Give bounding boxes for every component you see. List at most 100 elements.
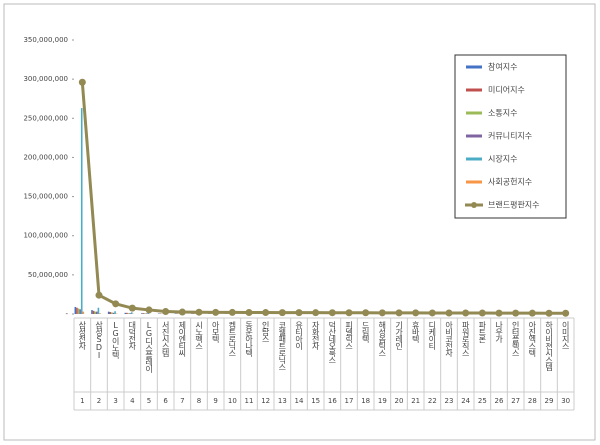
- category-label: 동운아나텍: [244, 321, 253, 358]
- bar: [141, 313, 143, 314]
- point: [478, 309, 486, 317]
- y-tick-label: -: [65, 310, 68, 318]
- category-label: 인탑스: [261, 320, 270, 342]
- rank-label: 3: [113, 397, 117, 405]
- category-label: 드림텍: [361, 321, 370, 344]
- point: [445, 309, 453, 317]
- legend-label: 사회공헌지수: [488, 178, 532, 187]
- category-label: 이미지스: [561, 320, 570, 349]
- rank-label: 23: [445, 397, 454, 405]
- category-label: 휴바텍: [411, 321, 420, 344]
- category-label: 인터플렉스: [511, 320, 520, 356]
- rank-label: 11: [245, 397, 254, 405]
- point: [395, 309, 403, 317]
- point: [178, 308, 186, 316]
- category-label: 디케이티: [428, 321, 437, 351]
- point: [462, 309, 470, 317]
- point: [145, 306, 153, 314]
- point: [195, 308, 203, 316]
- bar: [92, 310, 95, 314]
- legend-swatch: [471, 202, 477, 208]
- y-tick-label: 50,000,000: [28, 271, 68, 279]
- legend-swatch: [466, 88, 482, 92]
- bar: [107, 311, 110, 314]
- point: [212, 308, 220, 316]
- rank-label: 13: [278, 397, 287, 405]
- category-label: 아진엑스텍: [528, 320, 537, 358]
- rank-label: 1: [80, 397, 84, 405]
- bar: [97, 307, 100, 314]
- point: [278, 309, 286, 317]
- point: [328, 309, 336, 317]
- rank-label: 15: [311, 397, 320, 405]
- point: [128, 304, 136, 312]
- y-tick-label: 200,000,000: [23, 153, 68, 161]
- category-label: 나우가: [494, 321, 503, 344]
- bar: [126, 312, 128, 314]
- category-label: 제이엔티씨: [178, 321, 187, 357]
- category-label: 기가레인: [394, 321, 403, 350]
- bar: [80, 108, 83, 314]
- point: [512, 309, 520, 317]
- bar: [146, 313, 148, 314]
- legend-label: 참여지수: [488, 62, 517, 72]
- category-label: 파트론: [478, 321, 487, 343]
- rank-label: 10: [228, 397, 237, 405]
- y-tick-label: 100,000,000: [23, 232, 68, 240]
- legend-swatch: [466, 134, 482, 138]
- rank-label: 19: [378, 397, 387, 405]
- y-tick-label: 150,000,000: [23, 193, 68, 201]
- y-tick-label: 350,000,000: [23, 36, 68, 44]
- rank-label: 29: [545, 397, 554, 405]
- legend-label: 미디어지수: [488, 85, 525, 95]
- legend-swatch: [466, 65, 482, 69]
- point: [345, 309, 353, 317]
- rank-label: 27: [511, 397, 520, 405]
- legend-swatch: [466, 111, 482, 115]
- bar: [109, 312, 112, 314]
- category-label: 아모텍: [211, 320, 220, 344]
- rank-label: 22: [428, 397, 437, 405]
- bar: [82, 311, 85, 314]
- legend-swatch: [466, 157, 482, 161]
- bar: [94, 311, 96, 314]
- point: [112, 300, 120, 308]
- category-label: 아비코전자: [444, 320, 453, 358]
- bar: [112, 312, 115, 314]
- rank-label: 4: [130, 397, 135, 405]
- legend-label: 커뮤니티지수: [488, 131, 532, 141]
- category-label: 켐트로닉스: [228, 320, 237, 356]
- point: [362, 309, 370, 317]
- category-label: 덕산네오룩스: [328, 320, 337, 363]
- bar: [74, 306, 77, 314]
- category-label: 시노펙스: [195, 321, 204, 349]
- point: [78, 78, 86, 86]
- bar: [99, 313, 101, 314]
- bar: [91, 310, 93, 314]
- bar: [144, 313, 146, 314]
- y-tick-label: 250,000,000: [23, 114, 68, 122]
- category-label: 삼성전자: [78, 320, 87, 351]
- bar: [142, 313, 145, 314]
- bar: [114, 311, 116, 314]
- rank-label: 8: [197, 397, 201, 405]
- rank-label: 25: [478, 397, 487, 405]
- category-label: LG디스플레이: [145, 321, 154, 374]
- rank-label: 21: [411, 397, 420, 405]
- point: [295, 309, 303, 317]
- category-label: 피델릭스: [345, 321, 354, 349]
- point: [262, 309, 270, 317]
- category-label: 삼성SDI: [94, 320, 103, 359]
- category-label: 하이비젼시스템: [544, 320, 553, 371]
- point: [378, 309, 386, 317]
- rank-label: 24: [461, 397, 470, 405]
- point: [562, 309, 570, 317]
- category-label: 서진시스템: [161, 321, 170, 357]
- category-label: 유티아이: [294, 321, 303, 351]
- rank-label: 18: [361, 397, 370, 405]
- point: [528, 309, 536, 317]
- category-label: 파워로직스: [461, 321, 470, 356]
- category-label: 대덕전자: [128, 321, 137, 351]
- point: [245, 309, 253, 317]
- bar: [96, 311, 98, 314]
